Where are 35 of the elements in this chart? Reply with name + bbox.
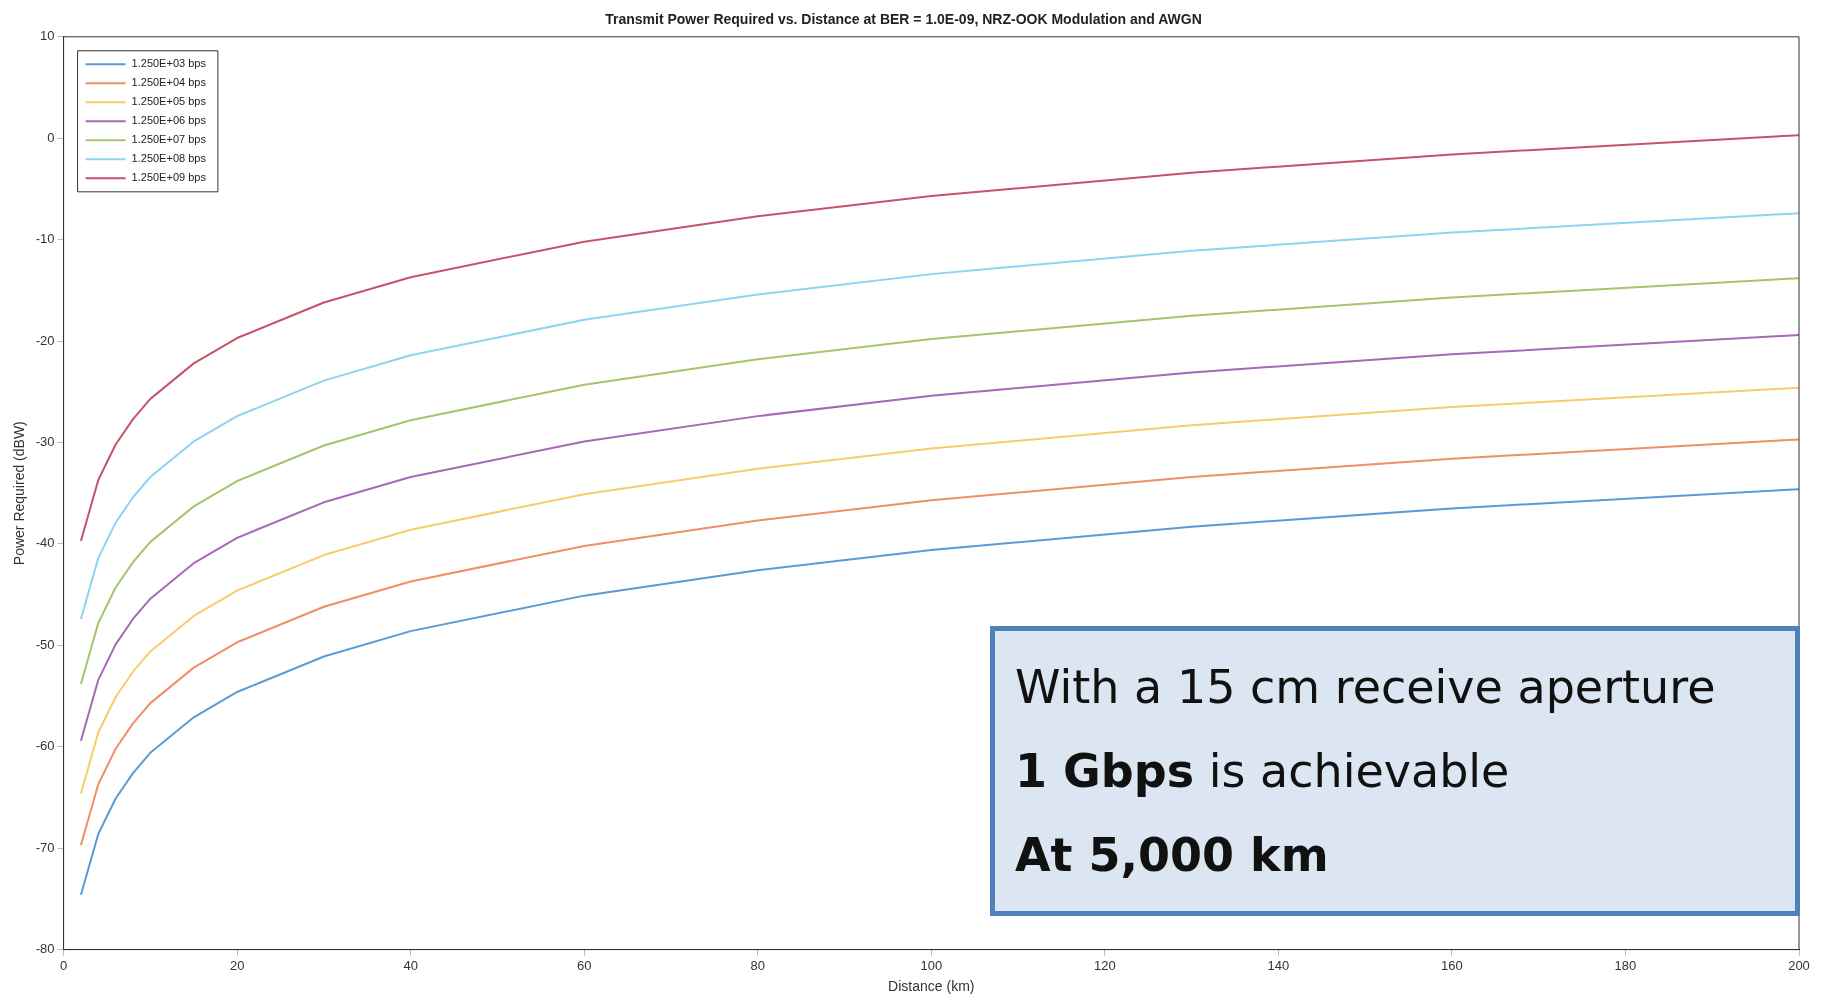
x-tick-label: 140	[1267, 957, 1290, 973]
chart-title: Transmit Power Required vs. Distance at BER = 1.0E-09, NRZ-OOK Modulation and AWGN	[605, 11, 1202, 28]
x-tick-label: 160	[1441, 957, 1463, 973]
x-tick-label: 100	[920, 957, 943, 973]
annotation: 1 Gbps	[1015, 744, 1195, 798]
x-tick-label: 200	[1788, 957, 1810, 973]
x-tick-label: 180	[1614, 957, 1637, 973]
legend-label: 1.250E+05 bps	[131, 95, 207, 108]
annotation: At 5,000 km	[1015, 827, 1330, 884]
legend-label: 1.250E+03 bps	[131, 57, 207, 70]
y-tick-label: -20	[35, 332, 55, 348]
y-tick-label: -40	[35, 535, 55, 551]
x-tick-label: 0	[59, 957, 68, 973]
annotation: is achievable	[1208, 744, 1510, 798]
y-tick-label: 10	[40, 28, 55, 44]
y-tick-label: -50	[35, 636, 55, 652]
y-tick-label: 0	[47, 129, 55, 145]
legend-label: 1.250E+08 bps	[131, 152, 207, 165]
y-tick-label: -60	[35, 738, 55, 754]
legend-label: 1.250E+06 bps	[131, 114, 207, 127]
legend-label: 1.250E+09 bps	[131, 171, 207, 184]
y-tick-label: -10	[35, 231, 55, 247]
legend-label: 1.250E+07 bps	[131, 133, 207, 146]
x-tick-label: 40	[403, 957, 418, 973]
x-tick-label: 120	[1093, 957, 1116, 973]
x-tick-label: 20	[229, 957, 245, 973]
legend-label: 1.250E+04 bps	[131, 76, 207, 89]
y-axis-title: Power Required (dBW)	[11, 421, 28, 566]
x-tick-label: 80	[750, 957, 765, 973]
y-tick-label: -30	[35, 434, 55, 450]
y-tick-label: -80	[35, 941, 55, 957]
annotation: With a 15 cm receive aperture	[1015, 659, 1717, 716]
x-tick-label: 60	[576, 957, 592, 973]
x-axis-title: Distance (km)	[888, 978, 975, 995]
y-tick-label: -70	[35, 839, 55, 855]
